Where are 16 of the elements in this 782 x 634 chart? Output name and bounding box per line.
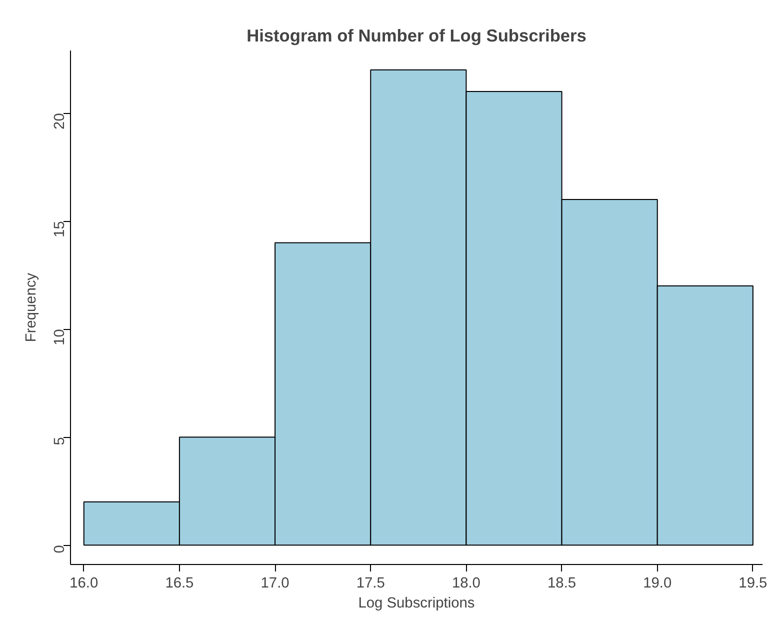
x-tick-label: 16.0 bbox=[70, 576, 98, 592]
x-tick-label: 17.5 bbox=[356, 576, 385, 592]
y-tick-label: 0 bbox=[52, 545, 68, 554]
y-tick-label: 10 bbox=[52, 329, 68, 346]
x-tick-label: 18.5 bbox=[548, 576, 576, 592]
y-tick-label: 15 bbox=[52, 221, 68, 238]
x-tick-label: 19.5 bbox=[738, 576, 768, 592]
x-tick-label: 19.0 bbox=[643, 576, 672, 592]
x-tick-label: 17.0 bbox=[260, 576, 290, 592]
x-axis-title: Log Subscriptions bbox=[358, 596, 475, 612]
y-tick-label: 5 bbox=[52, 437, 68, 446]
x-tick-label: 18.0 bbox=[452, 576, 480, 592]
y-tick-label: 20 bbox=[52, 113, 68, 130]
chart-title: Histogram of Number of Log Subscribers bbox=[246, 26, 586, 46]
y-axis-title: Frequency bbox=[24, 272, 40, 342]
x-tick-label: 16.5 bbox=[165, 576, 194, 592]
